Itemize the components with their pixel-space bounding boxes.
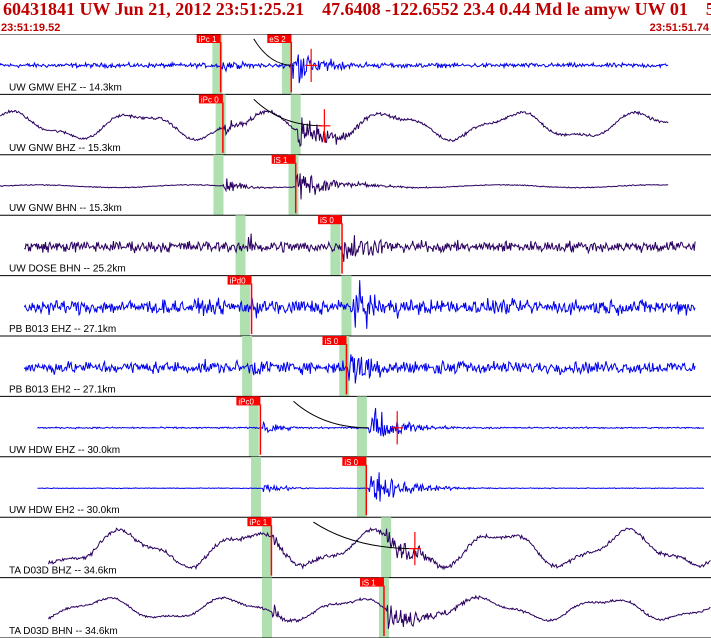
travel-time-curve xyxy=(313,521,415,550)
channel-label: UW GNW BHN -- 15.3km xyxy=(9,203,122,214)
phase-pick-label: iPc 0 xyxy=(201,95,219,104)
channel-label: UW HDW EHZ -- 30.0km xyxy=(9,445,120,456)
phase-pick-tag xyxy=(196,34,221,43)
phase-pick-label: iS 1 xyxy=(274,156,288,165)
phase-pick-label: iS 1 xyxy=(362,579,376,588)
event-header: 60431841 UW Jun 21, 2012 23:51:25.21 47.… xyxy=(3,0,711,19)
pick-window xyxy=(356,456,367,518)
phase-pick-label: iPc0 xyxy=(238,397,254,406)
channel-label: UW HDW EH2 -- 30.0km xyxy=(9,505,120,516)
travel-time-curve xyxy=(253,38,294,66)
phase-pick-tag xyxy=(198,94,223,104)
waveform-trace xyxy=(0,173,669,200)
waveform-trace xyxy=(37,472,704,502)
channel-label: UW GMW EHZ -- 14.3km xyxy=(9,82,122,93)
phase-pick-tag xyxy=(247,517,272,527)
waveform-trace xyxy=(0,109,669,148)
phase-pick-tag xyxy=(227,275,252,285)
phase-pick-tag xyxy=(267,34,292,43)
start-time-label: 23:51:19.52 xyxy=(1,22,61,34)
pick-window xyxy=(262,517,273,578)
waveform-trace xyxy=(37,407,705,437)
trace-panel: iPc 1 eS 2 UW GMW EHZ -- 14.3km iPc 0 UW GNW… xyxy=(0,34,711,638)
pick-window xyxy=(213,154,224,216)
phase-pick-label: eS 2 xyxy=(269,35,286,44)
phase-pick-label: iPc 1 xyxy=(249,518,267,527)
phase-pick-tag xyxy=(318,215,343,225)
phase-pick-tag xyxy=(342,456,367,466)
waveform-trace xyxy=(24,233,696,262)
waveform-trace xyxy=(23,354,696,384)
pick-window xyxy=(288,154,299,216)
phase-pick-label: iS 0 xyxy=(344,458,358,467)
waveform-trace xyxy=(0,54,669,84)
travel-time-curve xyxy=(253,98,323,127)
phase-pick-tag xyxy=(271,154,296,164)
waveform-trace xyxy=(48,527,711,571)
channel-label: TA D03D BHN -- 34.6km xyxy=(9,626,118,637)
pick-window xyxy=(215,94,226,155)
phase-pick-tag xyxy=(322,336,347,345)
phase-pick-label: iS 0 xyxy=(320,216,334,225)
channel-label: UW DOSE BHN -- 25.2km xyxy=(9,264,126,275)
pick-window xyxy=(339,336,350,397)
waveform-trace xyxy=(48,594,711,629)
channel-label: UW GNW BHZ -- 15.3km xyxy=(9,143,121,154)
pick-window xyxy=(212,34,223,95)
phase-pick-label: iS 0 xyxy=(324,337,338,346)
pick-window xyxy=(235,215,246,276)
pick-window xyxy=(281,34,292,95)
phase-pick-label: iPd0 xyxy=(230,277,247,286)
pick-window xyxy=(248,396,259,457)
pick-window xyxy=(290,94,301,155)
channel-label: TA D03D BHZ -- 34.6km xyxy=(9,566,117,577)
channel-label: PB B013 EH2 -- 27.1km xyxy=(9,384,116,395)
pick-window xyxy=(262,577,273,638)
phase-pick-tag xyxy=(236,396,261,406)
pick-window xyxy=(250,456,261,518)
channel-label: PB B013 EHZ -- 27.1km xyxy=(9,324,116,335)
phase-pick-tag xyxy=(359,577,384,587)
travel-time-curve xyxy=(293,400,369,429)
phase-pick-label: iPc 1 xyxy=(199,35,217,44)
waveform-trace xyxy=(23,280,696,329)
pick-window xyxy=(356,396,367,457)
end-time-label: 23:51:51.74 xyxy=(649,22,709,34)
